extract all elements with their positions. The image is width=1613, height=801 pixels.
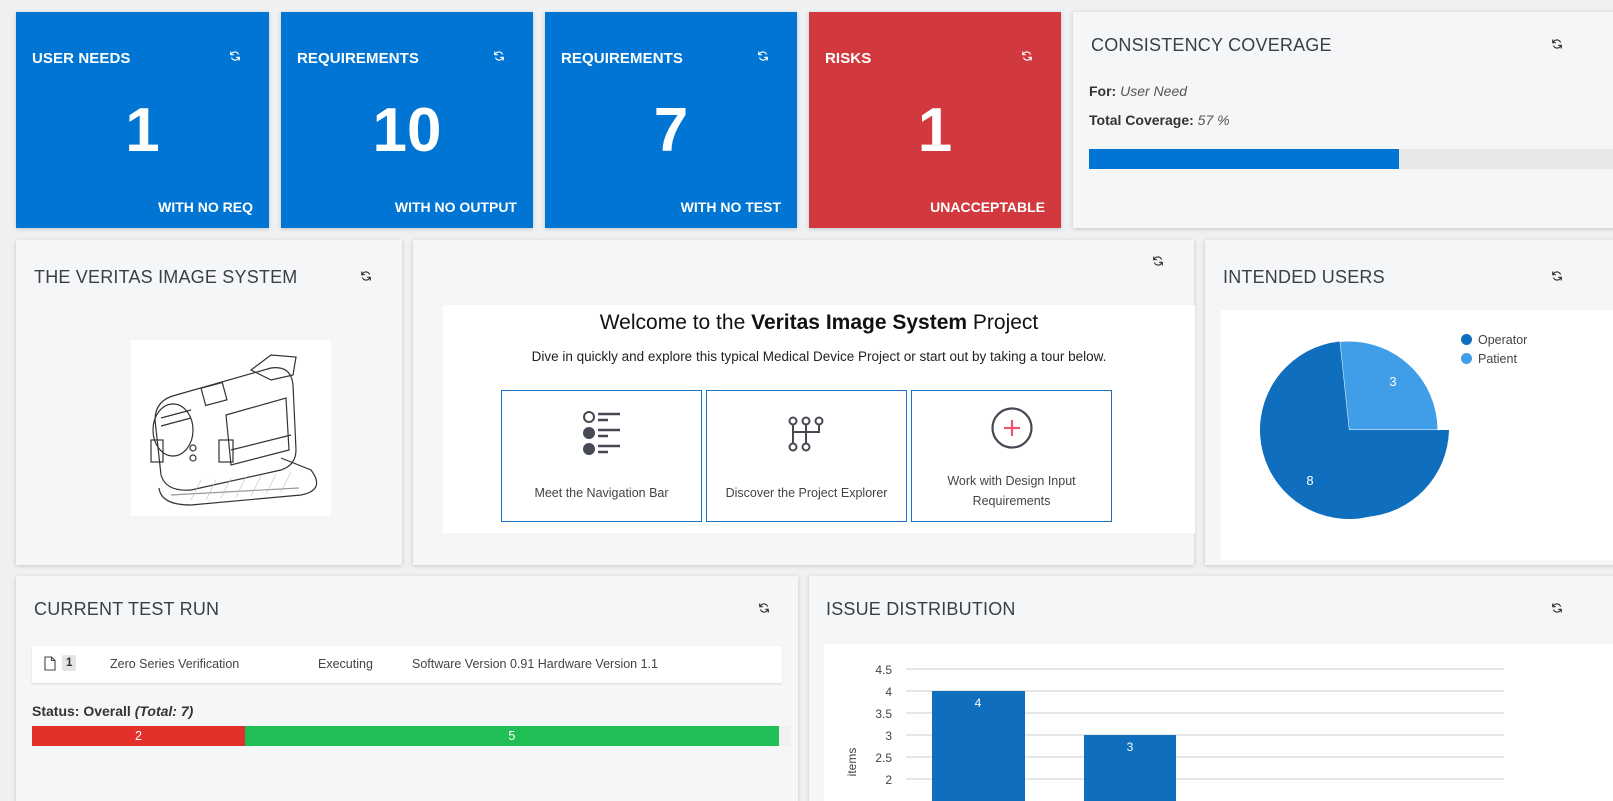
refresh-icon[interactable] <box>1551 38 1563 50</box>
svg-text:4.5: 4.5 <box>875 663 892 677</box>
widget-title: CONSISTENCY COVERAGE <box>1091 35 1332 55</box>
test-run-id-badge: 1 <box>62 655 77 671</box>
stat-value: 10 <box>372 96 442 165</box>
stat-tile-requirements-no-test[interactable]: REQUIREMENTS 7 WITH NO TEST <box>545 12 797 228</box>
legend-item-operator[interactable]: Operator <box>1461 330 1527 349</box>
status-segment-passed[interactable]: 5 <box>244 726 779 746</box>
stat-value: 1 <box>917 96 953 165</box>
consistency-coverage-widget: CONSISTENCY COVERAGE For: User Need Tota… <box>1073 12 1613 228</box>
status-progress-bar: 2 5 <box>32 726 790 746</box>
svg-text:2: 2 <box>885 773 892 787</box>
navigation-list-icon <box>502 411 701 459</box>
svg-text:8: 8 <box>1306 473 1313 488</box>
svg-text:3: 3 <box>1127 740 1134 754</box>
stat-title: RISKS <box>825 50 872 67</box>
widget-title: INTENDED USERS <box>1223 267 1385 287</box>
coverage-for: For: User Need <box>1089 83 1188 99</box>
refresh-icon[interactable] <box>1021 50 1033 62</box>
current-test-run-widget: CURRENT TEST RUN 1 Zero Series Verificat… <box>16 576 798 801</box>
project-image-widget: THE VERITAS IMAGE SYSTEM <box>16 240 402 565</box>
widget-title: CURRENT TEST RUN <box>34 599 220 619</box>
stat-title: REQUIREMENTS <box>561 50 684 67</box>
test-run-state: Executing <box>318 657 373 671</box>
coverage-progress-bar <box>1089 149 1613 169</box>
refresh-icon[interactable] <box>1152 255 1164 267</box>
coverage-progress-fill <box>1089 149 1400 169</box>
refresh-icon[interactable] <box>229 50 241 62</box>
test-run-version: Software Version 0.91 Hardware Version 1… <box>412 657 658 671</box>
refresh-icon[interactable] <box>758 602 770 614</box>
device-sketch-image <box>131 340 331 516</box>
stat-subtitle: WITH NO OUTPUT <box>394 199 517 215</box>
stat-subtitle: WITH NO TEST <box>680 199 781 215</box>
tour-label: Meet the Navigation Bar <box>534 486 669 500</box>
tree-explorer-icon <box>707 411 906 459</box>
camera-sketch-icon <box>150 354 318 506</box>
status-segment-failed[interactable]: 2 <box>32 726 245 746</box>
intended-users-widget: INTENDED USERS 3 8 Operator Patient <box>1205 240 1613 565</box>
refresh-icon[interactable] <box>360 270 372 282</box>
legend-item-patient[interactable]: Patient <box>1461 349 1527 368</box>
document-icon <box>44 656 56 674</box>
tour-project-explorer[interactable]: Discover the Project Explorer <box>706 390 907 522</box>
stat-value: 7 <box>653 96 689 165</box>
welcome-title: Welcome to the Veritas Image System Proj… <box>599 311 1039 334</box>
tour-design-input-requirements[interactable]: Work with Design Input Requirements <box>911 390 1112 522</box>
bar-1 <box>932 691 1025 801</box>
pie-legend: Operator Patient <box>1461 330 1527 368</box>
welcome-panel: Welcome to the Veritas Image System Proj… <box>443 305 1195 533</box>
bar-2 <box>1084 735 1176 801</box>
stat-value: 1 <box>125 96 160 165</box>
pie-slice-patient <box>1339 340 1439 431</box>
tour-label: Discover the Project Explorer <box>725 486 888 500</box>
tour-label: Work with Design Input Requirements <box>947 474 1076 508</box>
svg-text:3.5: 3.5 <box>875 707 892 721</box>
svg-text:3: 3 <box>885 729 892 743</box>
issue-distribution-bar-chart: 4.5 4 3.5 3 2.5 2 items <box>824 644 1613 801</box>
status-overall-label: Status: Overall (Total: 7) <box>32 703 194 719</box>
svg-text:4: 4 <box>885 685 892 699</box>
tour-navigation-bar[interactable]: Meet the Navigation Bar <box>501 390 702 522</box>
test-run-name: Zero Series Verification <box>110 657 240 671</box>
issue-distribution-widget: ISSUE DISTRIBUTION 4.5 4 3.5 3 2.5 2 <box>809 576 1613 801</box>
stat-tile-user-needs[interactable]: USER NEEDS 1 WITH NO REQ <box>16 12 269 228</box>
welcome-widget: Welcome to the Veritas Image System Proj… <box>413 240 1195 565</box>
stat-tile-requirements-no-output[interactable]: REQUIREMENTS 10 WITH NO OUTPUT <box>281 12 533 228</box>
intended-users-pie-chart: 3 8 Operator Patient <box>1221 310 1613 560</box>
svg-text:2.5: 2.5 <box>875 751 892 765</box>
widget-title: ISSUE DISTRIBUTION <box>826 599 1016 619</box>
svg-text:3: 3 <box>1389 374 1396 389</box>
stat-title: REQUIREMENTS <box>297 50 420 67</box>
svg-text:4: 4 <box>975 696 982 710</box>
refresh-icon[interactable] <box>1551 270 1563 282</box>
stat-subtitle: UNACCEPTABLE <box>930 199 1045 215</box>
add-circle-icon <box>912 407 1111 459</box>
coverage-total: Total Coverage: 57 % <box>1089 112 1230 128</box>
welcome-subtitle: Dive in quickly and explore this typical… <box>531 349 1107 364</box>
stat-title: USER NEEDS <box>32 50 131 67</box>
svg-text:items: items <box>845 748 859 777</box>
stat-tile-risks[interactable]: RISKS 1 UNACCEPTABLE <box>809 12 1061 228</box>
stat-subtitle: WITH NO REQ <box>158 199 253 215</box>
widget-title: THE VERITAS IMAGE SYSTEM <box>34 267 298 287</box>
refresh-icon[interactable] <box>493 50 505 62</box>
test-run-row[interactable]: 1 Zero Series Verification Executing Sof… <box>32 646 782 683</box>
refresh-icon[interactable] <box>757 50 769 62</box>
refresh-icon[interactable] <box>1551 602 1563 614</box>
